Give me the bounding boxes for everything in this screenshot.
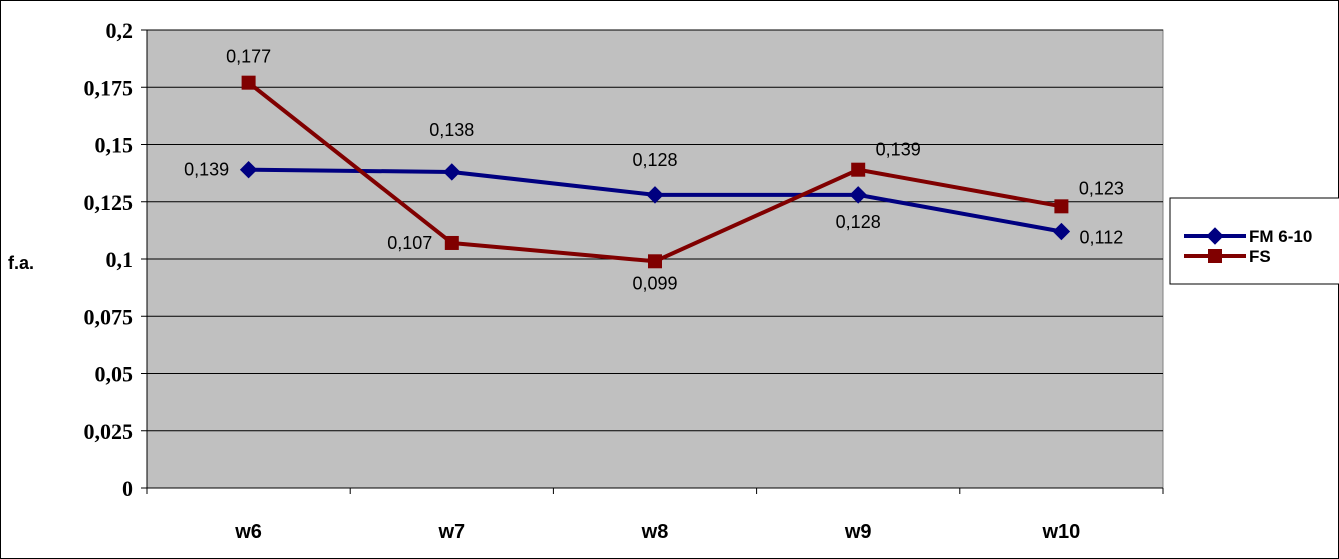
legend-marker (1206, 227, 1224, 245)
data-point (646, 186, 664, 204)
data-point (444, 235, 459, 250)
legend-entry: FS (1249, 247, 1271, 266)
data-label: 0,177 (226, 47, 271, 67)
y-tick-label: 0,15 (95, 133, 134, 158)
data-labels: 0,139 0,138 0,128 0,128 0,112 0,177 0,107 0,099… (184, 47, 1124, 294)
data-label: 0,112 (1080, 228, 1124, 248)
data-point (241, 75, 256, 90)
axes: 0 0,025 0,05 0,075 0,1 0,125 0,15 0,175 0,2 w6 w7 w… (84, 18, 1164, 543)
data-label: 0,128 (632, 150, 677, 170)
x-tick-label: w10 (1041, 521, 1080, 543)
data-point (1054, 199, 1069, 214)
y-tick-label: 0,175 (84, 75, 134, 100)
x-tick-label: w6 (234, 521, 262, 543)
data-point (239, 160, 258, 179)
y-tick-label: 0,125 (84, 190, 134, 215)
legend-box (1169, 197, 1339, 285)
data-point (648, 254, 662, 269)
y-tick-label: 0,2 (106, 18, 134, 43)
data-label: 0,139 (876, 140, 921, 160)
data-label: 0,139 (184, 160, 229, 180)
x-tick-label: w9 (844, 521, 872, 543)
data-label: 0,138 (429, 120, 474, 140)
x-tick-label: w7 (437, 521, 465, 543)
data-point (443, 163, 461, 181)
data-point (851, 162, 866, 177)
data-point (1052, 222, 1071, 241)
data-label: 0,128 (836, 212, 881, 232)
data-label: 0,099 (632, 273, 677, 293)
series-fs (241, 75, 1069, 269)
y-tick-label: 0 (122, 476, 133, 501)
y-axis-label: f.a. (8, 253, 34, 273)
legend-entry: FM 6-10 (1249, 227, 1312, 246)
y-tick-label: 0,075 (84, 304, 134, 329)
series-fm-6-10 (239, 160, 1071, 241)
data-label: 0,123 (1079, 178, 1124, 198)
data-point (849, 186, 867, 204)
data-label: 0,107 (387, 233, 432, 253)
x-tick-label: w8 (641, 521, 669, 543)
legend-marker (1208, 249, 1222, 263)
y-tick-label: 0,025 (84, 419, 134, 444)
series-layer (239, 75, 1071, 269)
y-tick-label: 0,1 (106, 247, 134, 272)
y-tick-label: 0,05 (95, 362, 134, 387)
